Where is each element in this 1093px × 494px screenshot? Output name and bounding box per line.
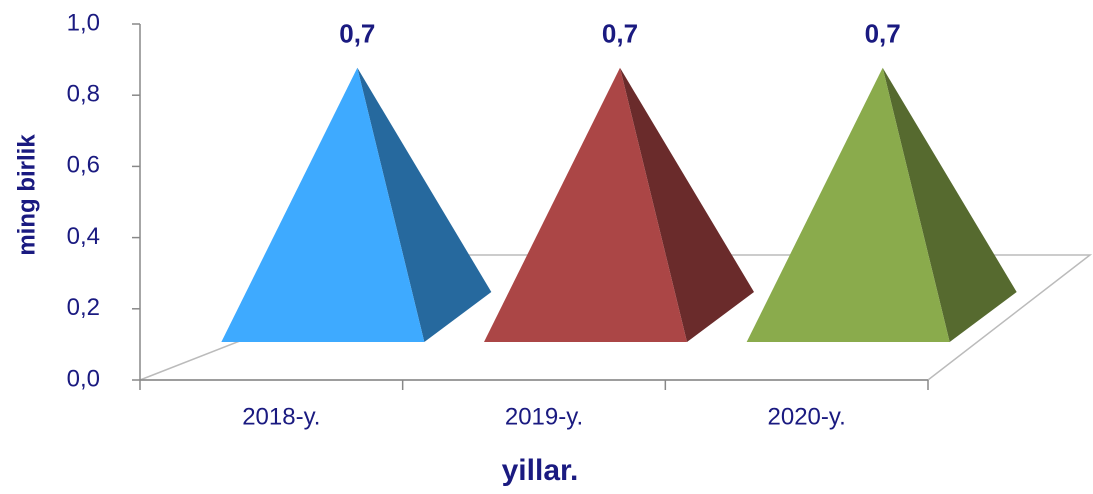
pyramid-side [882, 67, 1017, 343]
value-label: 0,7 [865, 19, 901, 49]
pyramid-side [620, 67, 754, 343]
pyramid [484, 67, 687, 343]
x-tick-label: 2018-y. [242, 403, 320, 430]
pyramid-side [357, 67, 492, 343]
x-axis-title: yillar. [502, 454, 579, 487]
value-label: 0,7 [602, 19, 638, 49]
y-tick-label: 0,4 [67, 223, 100, 250]
x-tick-label: 2019-y. [505, 403, 583, 430]
y-tick-label: 0,8 [67, 81, 100, 108]
y-tick-label: 0,2 [67, 294, 100, 321]
value-label: 0,7 [339, 19, 375, 49]
y-tick-label: 0,6 [67, 152, 100, 179]
y-axis-title: ming birlik [13, 134, 40, 256]
pyramid [746, 67, 950, 343]
pyramid [221, 67, 425, 343]
y-tick-label: 1,0 [67, 9, 100, 36]
x-tick-label: 2020-y. [768, 403, 846, 430]
y-tick-label: 0,0 [67, 365, 100, 392]
